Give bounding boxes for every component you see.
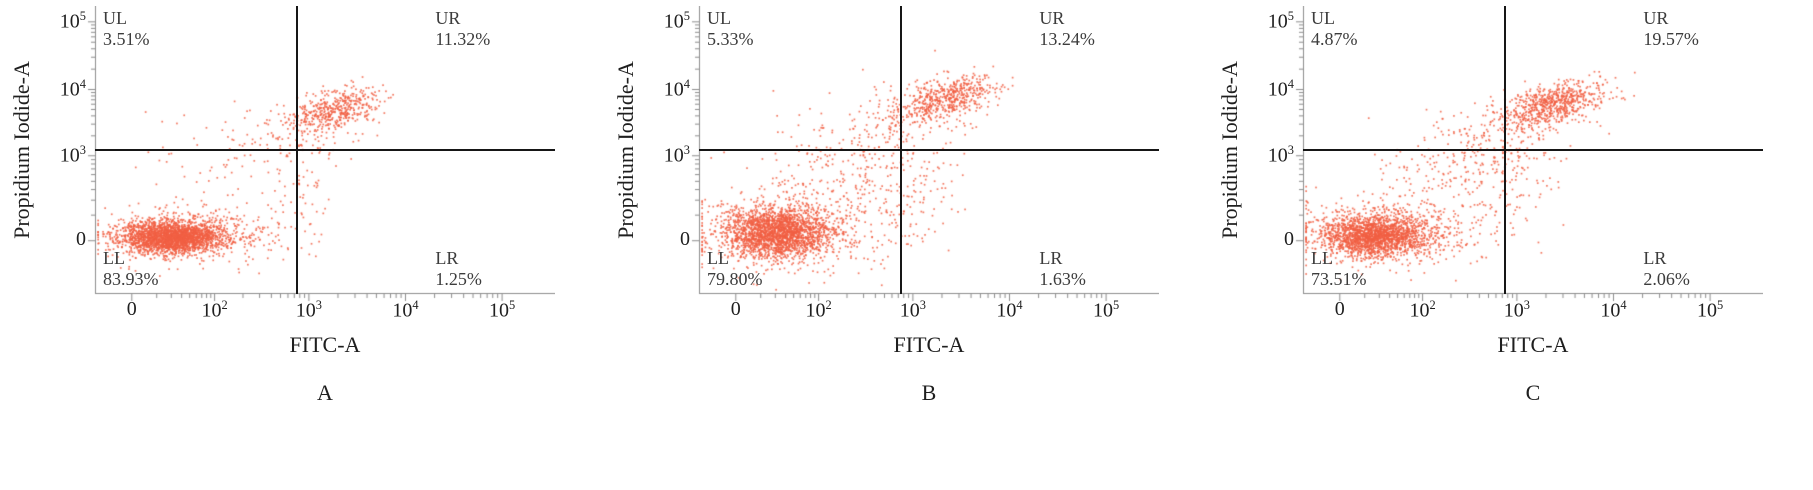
quadrant-percent: 1.25% — [435, 268, 482, 289]
x-tick-label: 104 — [996, 298, 1023, 322]
quadrant-name: UL — [1311, 8, 1335, 28]
x-tick-label: 102 — [805, 298, 832, 322]
x-axis-label: FITC-A — [1497, 332, 1569, 357]
x-tick-label: 102 — [1409, 298, 1436, 322]
plot-area: UL 5.33% UR 13.24% LL 79.80% LR 1.63% — [685, 6, 1159, 308]
x-tick-label: 103 — [899, 298, 926, 322]
quadrant-percent: 4.87% — [1311, 29, 1358, 50]
x-axis-label: FITC-A — [893, 332, 965, 357]
quadrant-percent: 19.57% — [1643, 29, 1699, 50]
quadrant-name: LR — [1039, 247, 1063, 268]
quadrant-horizontal-gate-line — [95, 149, 555, 151]
flow-panel-b: Propidium Iodide-A 0 103 104 105 UL 5.33% U… — [604, 0, 1208, 490]
quadrant-name: LR — [435, 247, 459, 268]
x-axis-label: FITC-A — [289, 332, 361, 357]
x-tick-label: 0 — [1334, 298, 1345, 320]
x-tick-label: 0 — [730, 298, 741, 320]
quadrant-percent: 3.51% — [103, 29, 150, 50]
y-axis-label: Propidium Iodide-A — [613, 61, 638, 239]
quadrant-name: LL — [1311, 247, 1333, 268]
quadrant-label-ll: LL 79.80% — [707, 248, 763, 290]
plot-area: UL 3.51% UR 11.32% LL 83.93% LR 1.25% — [81, 6, 555, 308]
quadrant-label-ur: UR 11.32% — [435, 8, 490, 50]
panel-letter: B — [921, 380, 937, 405]
panel-letter: A — [317, 380, 333, 405]
quadrant-label-ur: UR 19.57% — [1643, 8, 1699, 50]
quadrant-percent: 13.24% — [1039, 29, 1095, 50]
quadrant-label-ul: UL 5.33% — [707, 8, 754, 50]
flow-panel-c: Propidium Iodide-A 0 103 104 105 UL 4.87% U… — [1208, 0, 1812, 490]
quadrant-label-ul: UL 3.51% — [103, 8, 150, 50]
quadrant-percent: 5.33% — [707, 29, 754, 50]
quadrant-name: UL — [707, 8, 731, 28]
quadrant-name: UR — [1039, 8, 1065, 28]
quadrant-name: UR — [435, 8, 461, 28]
scatter-canvas — [81, 6, 555, 308]
quadrant-percent: 11.32% — [435, 29, 491, 50]
quadrant-name: LL — [707, 247, 729, 268]
quadrant-percent: 2.06% — [1643, 268, 1690, 289]
x-axis-tick-labels: 0 102 103 104 105 — [95, 296, 555, 324]
scatter-canvas — [1289, 6, 1763, 308]
x-tick-label: 105 — [1092, 298, 1120, 322]
quadrant-name: UL — [103, 8, 127, 28]
x-tick-label: 105 — [1696, 298, 1724, 322]
quadrant-label-lr: LR 2.06% — [1643, 248, 1690, 290]
flow-panel-a: Propidium Iodide-A 0 103 104 105 UL 3.51% U… — [0, 0, 604, 490]
quadrant-name: LL — [103, 247, 125, 268]
x-axis-tick-labels: 0 102 103 104 105 — [1303, 296, 1763, 324]
panel-letter: C — [1525, 380, 1541, 405]
quadrant-name: UR — [1643, 8, 1669, 28]
quadrant-horizontal-gate-line — [1303, 149, 1763, 151]
x-tick-label: 104 — [392, 298, 419, 322]
quadrant-label-ll: LL 83.93% — [103, 248, 159, 290]
x-tick-label: 105 — [488, 298, 516, 322]
x-tick-label: 103 — [1503, 298, 1530, 322]
quadrant-label-ul: UL 4.87% — [1311, 8, 1358, 50]
quadrant-label-ll: LL 73.51% — [1311, 248, 1367, 290]
x-axis-tick-labels: 0 102 103 104 105 — [699, 296, 1159, 324]
quadrant-percent: 79.80% — [707, 268, 763, 289]
quadrant-percent: 83.93% — [103, 268, 159, 289]
quadrant-label-lr: LR 1.63% — [1039, 248, 1086, 290]
quadrant-percent: 73.51% — [1311, 268, 1367, 289]
x-tick-label: 104 — [1600, 298, 1627, 322]
y-axis-label: Propidium Iodide-A — [1217, 61, 1242, 239]
x-tick-label: 0 — [126, 298, 137, 320]
x-tick-label: 102 — [201, 298, 228, 322]
x-tick-label: 103 — [295, 298, 322, 322]
quadrant-horizontal-gate-line — [699, 149, 1159, 151]
quadrant-name: LR — [1643, 247, 1667, 268]
y-axis-label: Propidium Iodide-A — [9, 61, 34, 239]
quadrant-percent: 1.63% — [1039, 268, 1086, 289]
plot-area: UL 4.87% UR 19.57% LL 73.51% LR 2.06% — [1289, 6, 1763, 308]
quadrant-label-lr: LR 1.25% — [435, 248, 482, 290]
quadrant-label-ur: UR 13.24% — [1039, 8, 1095, 50]
scatter-canvas — [685, 6, 1159, 308]
